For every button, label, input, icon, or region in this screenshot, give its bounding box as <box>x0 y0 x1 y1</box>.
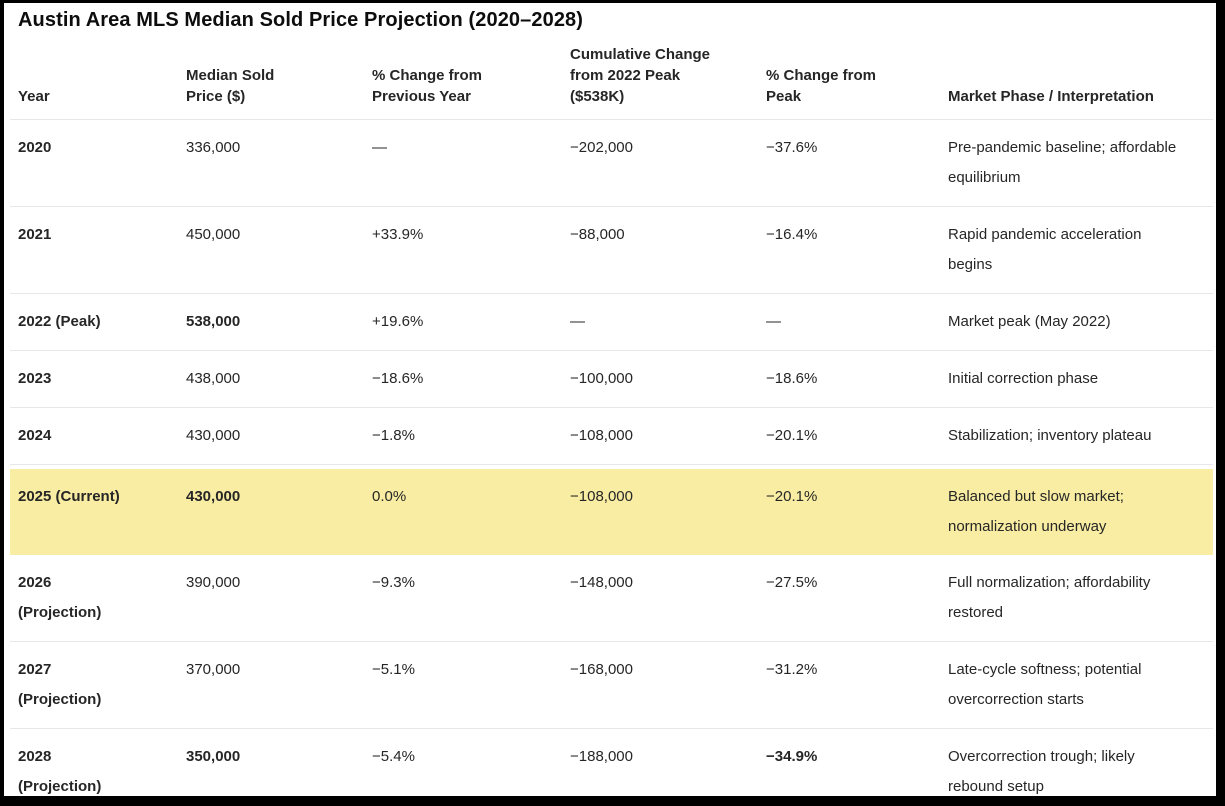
table-row: 2028 (Projection) 350,000 −5.4% −188,000… <box>10 729 1213 796</box>
cumulative-change-cell: −148,000 <box>570 574 633 591</box>
table-row: 2024 430,000 −1.8% −108,000 −20.1% Stabi… <box>10 408 1213 465</box>
year-cell: 2028 (Projection) <box>18 748 102 795</box>
market-phase-cell: Market peak (May 2022) <box>948 313 1111 330</box>
cumulative-change-cell: — <box>570 313 585 330</box>
median-sold-price-cell: 390,000 <box>186 574 241 591</box>
median-sold-price-cell: 450,000 <box>186 226 241 243</box>
table-row: 2025 (Current) 430,000 0.0% −108,000 −20… <box>10 469 1213 555</box>
year-cell: 2023 <box>18 370 52 387</box>
column-header-median-sold-price: Median Sold Price ($) <box>186 67 275 105</box>
page-title: Austin Area MLS Median Sold Price Projec… <box>18 9 584 31</box>
change-from-peak-cell: −16.4% <box>766 226 818 243</box>
yoy-change-cell: −18.6% <box>372 370 424 387</box>
year-cell: 2025 (Current) <box>18 488 120 505</box>
median-sold-price-cell: 430,000 <box>186 427 241 444</box>
market-phase-cell: Initial correction phase <box>948 370 1099 387</box>
year-cell: 2027 (Projection) <box>18 661 102 708</box>
year-cell: 2020 <box>18 139 52 156</box>
change-from-peak-cell: −18.6% <box>766 370 818 387</box>
table-row: 2026 (Projection) 390,000 −9.3% −148,000… <box>10 555 1213 642</box>
table-row: 2023 438,000 −18.6% −100,000 −18.6% Init… <box>10 351 1213 408</box>
cumulative-change-cell: −88,000 <box>570 226 625 243</box>
change-from-peak-cell: −27.5% <box>766 574 818 591</box>
year-cell: 2022 (Peak) <box>18 313 101 330</box>
market-phase-cell: Overcorrection trough; likely rebound se… <box>948 748 1135 795</box>
yoy-change-cell: — <box>372 139 387 156</box>
column-header-year: Year <box>18 88 50 105</box>
change-from-peak-cell: −20.1% <box>766 488 818 505</box>
yoy-change-cell: −5.1% <box>372 661 415 678</box>
change-from-peak-cell: −31.2% <box>766 661 818 678</box>
market-phase-cell: Full normalization; affordability restor… <box>948 574 1151 621</box>
yoy-change-cell: −5.4% <box>372 748 415 765</box>
cumulative-change-cell: −188,000 <box>570 748 633 765</box>
table-body: 2020 336,000 — −202,000 −37.6% Pre-pande… <box>10 120 1213 796</box>
cumulative-change-cell: −100,000 <box>570 370 633 387</box>
year-cell: 2021 <box>18 226 52 243</box>
column-header-pct-change-previous-year: % Change from Previous Year <box>372 67 483 105</box>
market-phase-cell: Late-cycle softness; potential overcorre… <box>948 661 1142 708</box>
market-phase-cell: Balanced but slow market; normalization … <box>948 488 1124 535</box>
change-from-peak-cell: −20.1% <box>766 427 818 444</box>
yoy-change-cell: +33.9% <box>372 226 424 243</box>
change-from-peak-cell: −34.9% <box>766 748 818 765</box>
price-projection-table: Year Median Sold Price ($) % Change from… <box>10 36 1213 796</box>
yoy-change-cell: 0.0% <box>372 488 407 505</box>
column-header-market-phase: Market Phase / Interpretation <box>948 88 1154 105</box>
column-header-pct-change-from-peak: % Change from Peak <box>766 67 877 105</box>
change-from-peak-cell: — <box>766 313 781 330</box>
year-cell: 2024 <box>18 427 52 444</box>
cumulative-change-cell: −108,000 <box>570 488 633 505</box>
median-sold-price-cell: 370,000 <box>186 661 241 678</box>
market-phase-cell: Rapid pandemic acceleration begins <box>948 226 1142 273</box>
market-phase-cell: Pre-pandemic baseline; affordable equili… <box>948 139 1177 186</box>
change-from-peak-cell: −37.6% <box>766 139 818 156</box>
table-header-row: Year Median Sold Price ($) % Change from… <box>10 36 1213 120</box>
median-sold-price-cell: 438,000 <box>186 370 241 387</box>
cumulative-change-cell: −108,000 <box>570 427 633 444</box>
table-row: 2022 (Peak) 538,000 +19.6% — — Market pe… <box>10 294 1213 351</box>
table-row: 2020 336,000 — −202,000 −37.6% Pre-pande… <box>10 120 1213 207</box>
cumulative-change-cell: −168,000 <box>570 661 633 678</box>
yoy-change-cell: +19.6% <box>372 313 424 330</box>
median-sold-price-cell: 350,000 <box>186 748 241 765</box>
market-phase-cell: Stabilization; inventory plateau <box>948 427 1152 444</box>
table-row: 2021 450,000 +33.9% −88,000 −16.4% Rapid… <box>10 207 1213 294</box>
yoy-change-cell: −1.8% <box>372 427 415 444</box>
yoy-change-cell: −9.3% <box>372 574 415 591</box>
median-sold-price-cell: 430,000 <box>186 488 241 505</box>
median-sold-price-cell: 336,000 <box>186 139 241 156</box>
year-cell: 2026 (Projection) <box>18 574 102 621</box>
median-sold-price-cell: 538,000 <box>186 313 241 330</box>
column-header-cumulative-change-from-peak: Cumulative Change from 2022 Peak ($538K) <box>570 46 711 105</box>
cumulative-change-cell: −202,000 <box>570 139 633 156</box>
table-row: 2027 (Projection) 370,000 −5.1% −168,000… <box>10 642 1213 729</box>
